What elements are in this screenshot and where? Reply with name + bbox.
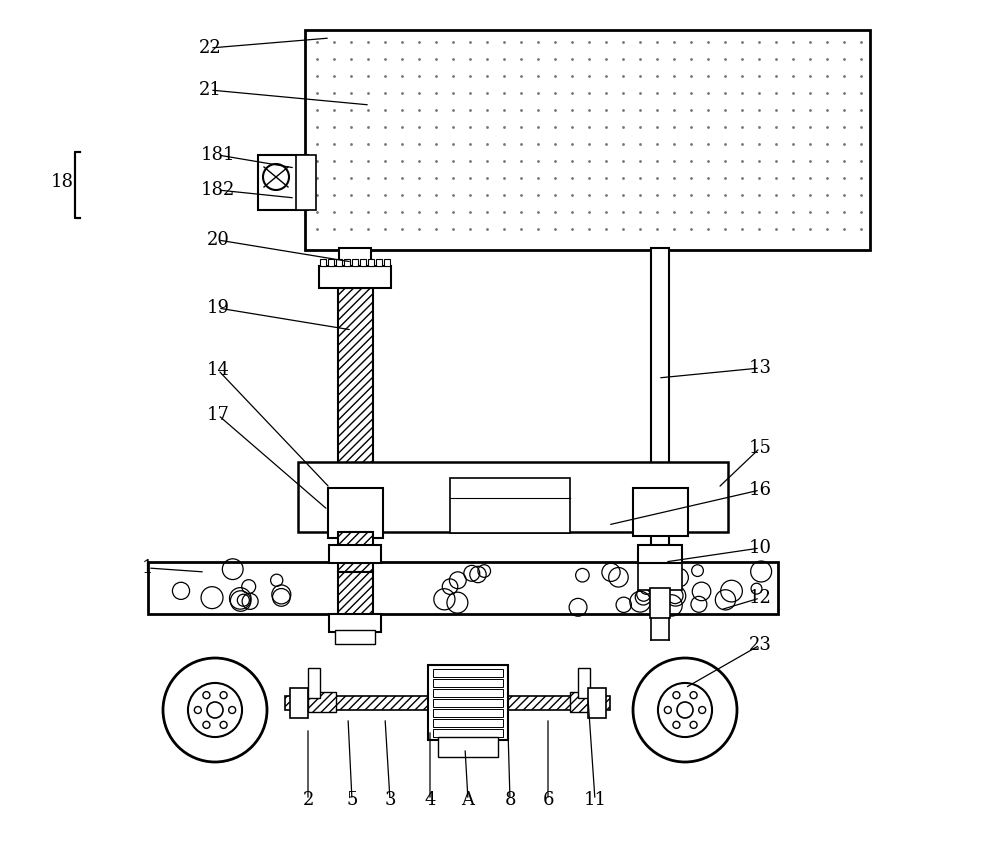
Bar <box>290 688 308 718</box>
Circle shape <box>690 691 697 698</box>
Bar <box>296 155 316 210</box>
Circle shape <box>699 707 706 714</box>
Text: 182: 182 <box>201 181 235 199</box>
Bar <box>308 668 320 698</box>
Bar <box>633 488 688 536</box>
Circle shape <box>633 658 737 762</box>
Bar <box>433 669 503 677</box>
Text: 1: 1 <box>142 559 154 577</box>
Bar <box>360 259 366 266</box>
Bar <box>638 560 682 590</box>
Bar <box>335 630 375 644</box>
Circle shape <box>194 707 201 714</box>
Text: 12: 12 <box>749 589 771 607</box>
Text: 3: 3 <box>384 791 396 809</box>
Text: 17: 17 <box>207 406 229 424</box>
Bar <box>651 248 669 562</box>
Text: 8: 8 <box>504 791 516 809</box>
Bar <box>258 155 308 210</box>
Bar <box>344 259 350 266</box>
Bar <box>368 259 374 266</box>
Bar <box>352 259 358 266</box>
Circle shape <box>664 707 671 714</box>
Bar <box>305 30 870 250</box>
Bar <box>148 562 778 614</box>
Circle shape <box>677 702 693 718</box>
Bar <box>308 692 336 712</box>
Circle shape <box>229 707 236 714</box>
Bar <box>588 688 606 718</box>
Bar <box>578 668 590 698</box>
Text: 23: 23 <box>749 636 771 654</box>
Text: 10: 10 <box>748 539 772 557</box>
Bar <box>298 462 728 532</box>
Circle shape <box>203 691 210 698</box>
Text: 181: 181 <box>201 146 235 164</box>
Bar <box>433 679 503 687</box>
Text: 15: 15 <box>749 439 771 457</box>
Bar <box>339 248 371 266</box>
Circle shape <box>207 702 223 718</box>
Bar <box>650 588 670 618</box>
Bar <box>428 665 508 740</box>
Bar <box>376 259 382 266</box>
Bar <box>336 259 342 266</box>
Text: 18: 18 <box>50 173 74 191</box>
Circle shape <box>673 722 680 728</box>
Text: 16: 16 <box>748 481 772 499</box>
Text: 13: 13 <box>748 359 772 377</box>
Bar <box>329 545 381 563</box>
Circle shape <box>220 691 227 698</box>
Text: 5: 5 <box>346 791 358 809</box>
Text: 19: 19 <box>207 299 230 317</box>
Bar <box>433 719 503 727</box>
Bar <box>438 737 498 757</box>
Bar <box>433 709 503 717</box>
Text: 21: 21 <box>199 81 221 99</box>
Circle shape <box>673 691 680 698</box>
Text: 22: 22 <box>199 39 221 57</box>
Bar <box>328 488 383 538</box>
Bar <box>338 288 373 492</box>
Bar <box>329 614 381 632</box>
Circle shape <box>163 658 267 762</box>
Bar <box>320 259 326 266</box>
Bar <box>433 699 503 707</box>
Circle shape <box>658 683 712 737</box>
Circle shape <box>203 722 210 728</box>
Bar <box>328 259 334 266</box>
Text: 11: 11 <box>584 791 606 809</box>
Bar <box>285 696 610 710</box>
Bar <box>433 689 503 697</box>
Bar <box>338 572 373 616</box>
Text: 20: 20 <box>207 231 229 249</box>
Text: 2: 2 <box>302 791 314 809</box>
Bar <box>384 259 390 266</box>
Bar <box>433 729 503 737</box>
Bar <box>638 545 682 563</box>
Circle shape <box>188 683 242 737</box>
Bar <box>319 266 391 288</box>
Text: 6: 6 <box>542 791 554 809</box>
Circle shape <box>690 722 697 728</box>
Bar <box>570 692 598 712</box>
Text: A: A <box>462 791 475 809</box>
Circle shape <box>263 164 289 190</box>
Text: 14: 14 <box>207 361 229 379</box>
Text: 4: 4 <box>424 791 436 809</box>
Bar <box>450 478 570 533</box>
Bar <box>338 532 373 572</box>
Circle shape <box>220 722 227 728</box>
